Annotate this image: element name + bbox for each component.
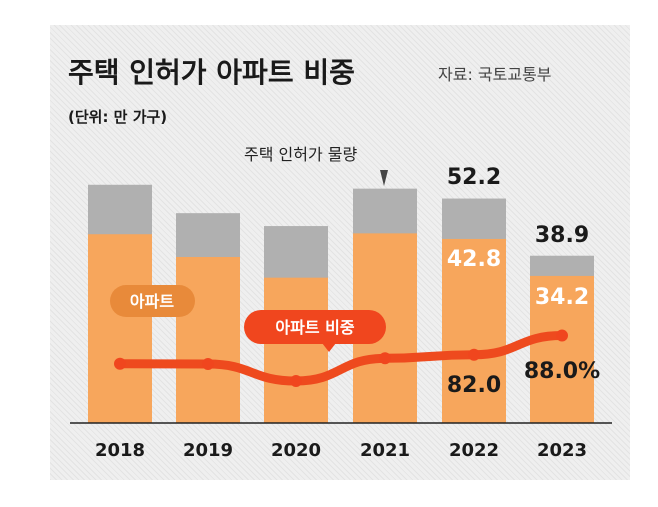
- legend-share-label: 아파트 비중: [275, 318, 354, 337]
- bar-apartment-2022: [442, 238, 506, 423]
- callout-total-arrow: [380, 170, 388, 186]
- tick-label-2019: 2019: [183, 440, 233, 461]
- x-axis-ticks: 2018 2019 2020 2021 2022 2023: [95, 440, 587, 461]
- chart-source: 자료: 국토교통부: [438, 65, 552, 84]
- label-apt-2022: 42.8: [447, 247, 501, 272]
- share-point-2021: [379, 352, 391, 365]
- chart-title: 주택 인허가 아파트 비중: [68, 56, 355, 89]
- tick-label-2022: 2022: [449, 440, 499, 461]
- tick-label-2021: 2021: [360, 440, 410, 461]
- label-total-2023: 38.9: [535, 223, 589, 248]
- label-total-2022: 52.2: [447, 165, 501, 190]
- tick-label-2018: 2018: [95, 440, 145, 461]
- label-apt-2023: 34.2: [535, 285, 589, 310]
- tick-label-2023: 2023: [537, 440, 587, 461]
- bar-apartment-2019: [176, 257, 240, 423]
- share-line: [115, 331, 567, 386]
- chart-unit: (단위: 만 가구): [68, 108, 167, 126]
- legend-share-pointer: [322, 343, 336, 352]
- share-point-2020: [290, 375, 302, 387]
- legend-apartment-pill: [110, 285, 195, 317]
- share-point-2023: [556, 329, 568, 342]
- tick-label-2020: 2020: [271, 440, 321, 461]
- legend-apartment-label: 아파트: [130, 292, 174, 311]
- share-point-2018: [114, 357, 126, 370]
- label-share-2022: 82.0: [447, 373, 501, 398]
- bar-apartment-2023: [530, 275, 594, 423]
- share-point-2022: [468, 348, 480, 361]
- callout-total-label: 주택 인허가 물량: [244, 145, 357, 164]
- legend-share-tag: [244, 310, 386, 344]
- bar-apartment-2020: [264, 277, 328, 423]
- bar-apartment-2018: [88, 234, 152, 423]
- share-point-2019: [202, 358, 214, 371]
- share-dots-group: [114, 329, 568, 387]
- label-share-2023: 88.0%: [524, 359, 600, 384]
